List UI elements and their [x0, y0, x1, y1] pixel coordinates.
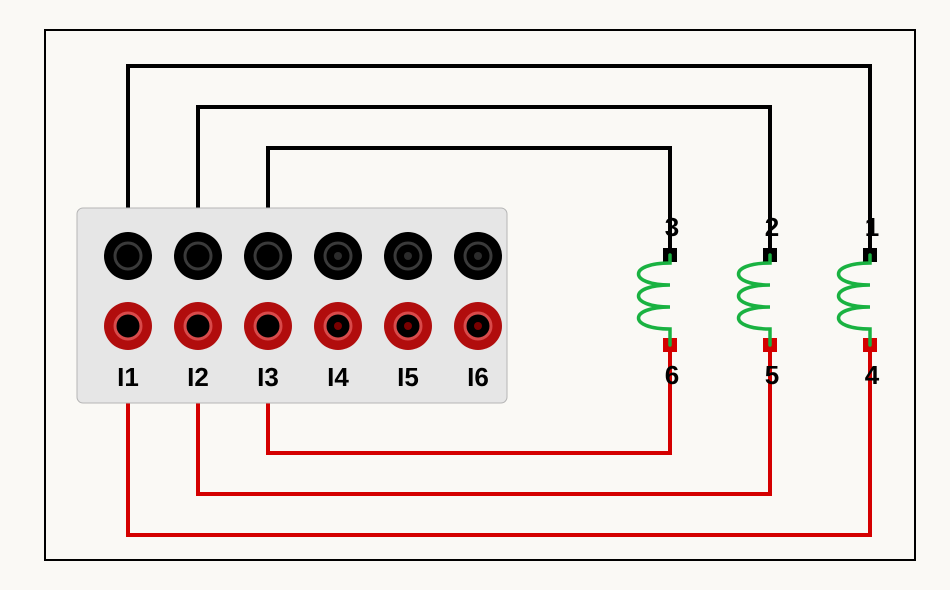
top-terminal-2	[244, 232, 292, 280]
coil-top-label-1: 2	[765, 212, 779, 242]
panel-label-1: I2	[187, 362, 209, 392]
coil-top-label-2: 1	[865, 212, 879, 242]
coil-bot-label-0: 6	[665, 360, 679, 390]
bot-terminal-3	[314, 302, 362, 350]
bot-terminal-0	[104, 302, 152, 350]
diagram-root: I1 I2 I3 I4 I5 I6 3 6 2 5 1 4	[0, 0, 950, 590]
top-terminal-3	[314, 232, 362, 280]
bot-terminal-5	[454, 302, 502, 350]
coil-bot-label-2: 4	[865, 360, 880, 390]
top-terminal-0	[104, 232, 152, 280]
top-terminal-5	[454, 232, 502, 280]
panel-label-0: I1	[117, 362, 139, 392]
bot-terminal-1	[174, 302, 222, 350]
coil-bot-label-1: 5	[765, 360, 779, 390]
panel-label-5: I6	[467, 362, 489, 392]
terminal-panel: I1 I2 I3 I4 I5 I6	[77, 208, 507, 403]
panel-label-2: I3	[257, 362, 279, 392]
panel-label-3: I4	[327, 362, 349, 392]
top-terminal-1	[174, 232, 222, 280]
bot-terminal-4	[384, 302, 432, 350]
bot-terminal-2	[244, 302, 292, 350]
coil-top-label-0: 3	[665, 212, 679, 242]
top-terminal-4	[384, 232, 432, 280]
panel-label-4: I5	[397, 362, 419, 392]
